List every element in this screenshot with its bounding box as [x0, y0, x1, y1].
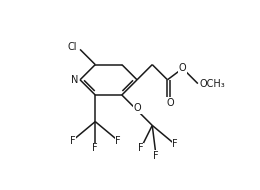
Text: Cl: Cl: [68, 43, 77, 52]
Text: O: O: [179, 63, 186, 73]
Text: O: O: [166, 98, 174, 108]
Text: O: O: [133, 103, 141, 113]
Text: F: F: [93, 143, 98, 153]
Text: OCH₃: OCH₃: [200, 79, 225, 89]
Text: N: N: [71, 75, 78, 85]
Text: F: F: [138, 143, 144, 153]
Text: F: F: [172, 139, 178, 149]
Text: F: F: [115, 136, 121, 146]
Text: F: F: [153, 151, 159, 161]
Text: F: F: [70, 136, 75, 146]
